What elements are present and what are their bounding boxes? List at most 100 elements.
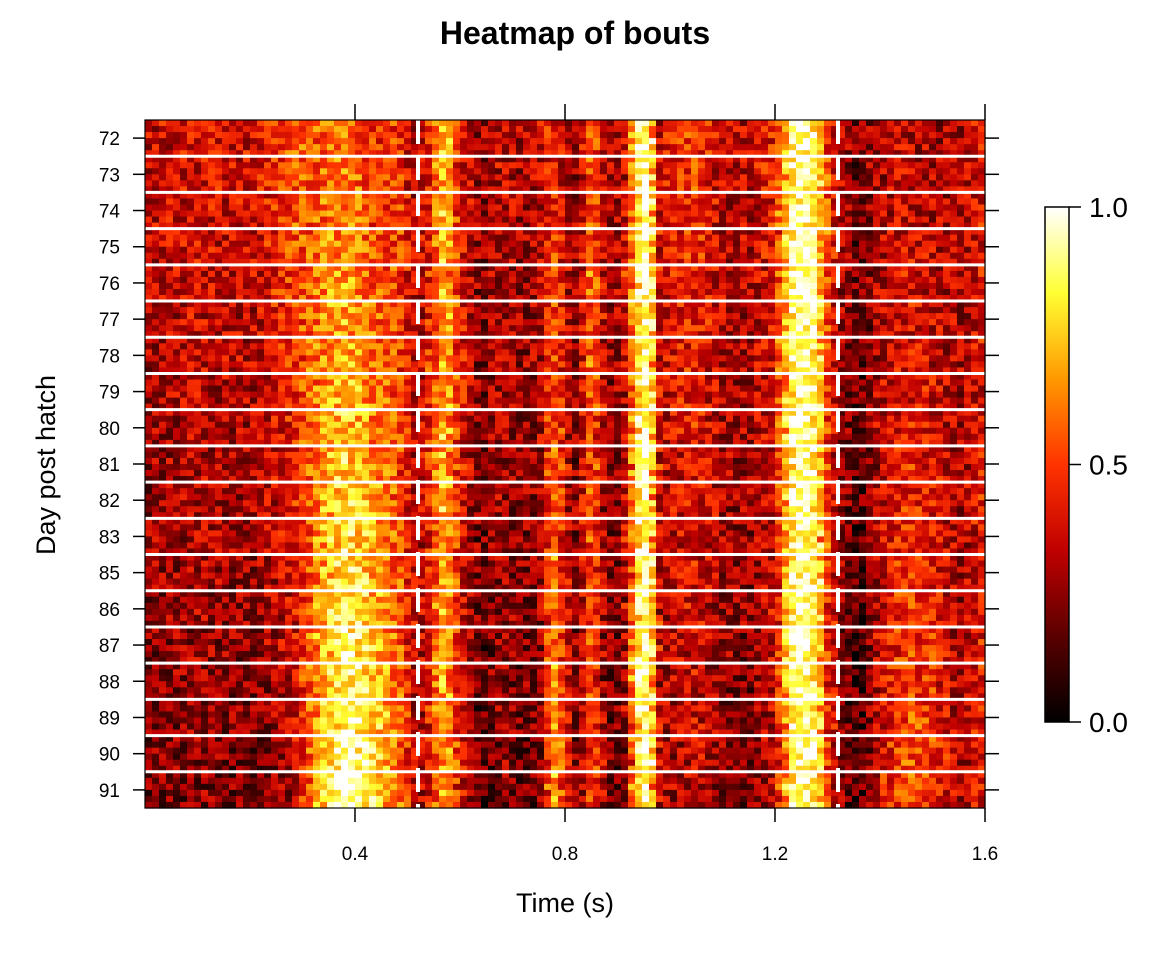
heatmap-cell [355,337,363,344]
heatmap-cell [509,240,517,248]
heatmap-cell [880,331,888,338]
heatmap-cell [313,210,321,218]
heatmap-cell [964,276,972,284]
heatmap-cell [740,132,748,139]
heatmap-cell [579,210,587,218]
heatmap-cell [348,367,356,375]
heatmap-cell [194,138,202,145]
heatmap-cell [936,144,944,151]
heatmap-cell [740,355,748,363]
heatmap-cell [677,186,685,194]
heatmap-cell [411,204,419,212]
heatmap-cell [215,120,223,127]
heatmap-cell [593,282,601,290]
heatmap-cell [250,186,258,194]
heatmap-cell [572,240,580,248]
heatmap-cell [229,355,237,363]
heatmap-cell [579,192,587,200]
heatmap-cell [754,168,762,175]
heatmap-cell [971,168,979,175]
heatmap-cell [726,174,734,181]
heatmap-cell [453,228,461,236]
heatmap-cell [558,234,566,242]
heatmap-cell [222,337,230,344]
heatmap-cell [600,186,608,194]
heatmap-cell [243,234,251,242]
heatmap-cell [565,210,573,218]
heatmap-cell [439,276,447,284]
heatmap-cell [411,288,419,296]
heatmap-cell [537,264,545,272]
heatmap-cell [943,258,951,266]
heatmap-cell [950,138,958,145]
heatmap-cell [838,270,846,278]
heatmap-cell [929,246,937,254]
heatmap-cell [285,355,293,363]
heatmap-cell [971,156,979,163]
heatmap-cell [159,337,167,344]
heatmap-cell [271,240,279,248]
heatmap-cell [796,343,804,350]
heatmap-cell [656,313,664,320]
heatmap-cell [341,313,349,320]
heatmap-cell [201,282,209,290]
heatmap-cell [236,252,244,260]
heatmap-cell [166,168,174,175]
heatmap-cell [348,168,356,175]
heatmap-cell [649,295,657,302]
heatmap-cell [299,288,307,296]
heatmap-cell [670,138,678,145]
heatmap-cell [166,228,174,236]
heatmap-cell [747,156,755,163]
heatmap-cell [327,246,335,254]
heatmap-cell [285,210,293,218]
heatmap-cell [810,150,818,157]
heatmap-cell [747,192,755,200]
heatmap-cell [271,156,279,163]
heatmap-cell [285,174,293,181]
heatmap-cell [677,240,685,248]
heatmap-cell [978,222,986,230]
heatmap-cell [320,252,328,260]
heatmap-cell [397,240,405,248]
heatmap-cell [887,120,895,127]
heatmap-cell [901,337,909,344]
heatmap-cell [460,313,468,320]
heatmap-cell [740,168,748,175]
heatmap-cell [369,319,377,326]
heatmap-cell [453,331,461,338]
heatmap-cell [327,276,335,284]
heatmap-cell [733,276,741,284]
heatmap-cell [656,186,664,194]
heatmap-cell [152,234,160,242]
heatmap-cell [439,198,447,206]
heatmap-cell [509,174,517,181]
heatmap-cell [978,138,986,145]
heatmap-cell [971,313,979,320]
heatmap-cell [768,216,776,224]
heatmap-cell [705,319,713,326]
heatmap-cell [201,186,209,194]
heatmap-cell [516,168,524,175]
heatmap-cell [551,120,559,127]
heatmap-cell [852,349,860,356]
heatmap-cell [432,210,440,218]
heatmap-cell [509,210,517,218]
heatmap-cell [964,343,972,350]
heatmap-cell [530,180,538,187]
heatmap-cell [145,150,153,157]
heatmap-cell [173,138,181,145]
heatmap-cell [250,367,258,375]
heatmap-cell [460,144,468,151]
heatmap-cell [642,307,650,314]
heatmap-cell [488,307,496,314]
heatmap-cell [572,120,580,127]
heatmap-cell [551,288,559,296]
heatmap-cell [446,295,454,302]
heatmap-cell [558,174,566,181]
heatmap-cell [306,331,314,338]
heatmap-cell [474,186,482,194]
heatmap-cell [194,240,202,248]
heatmap-cell [194,204,202,212]
heatmap-cell [481,246,489,254]
